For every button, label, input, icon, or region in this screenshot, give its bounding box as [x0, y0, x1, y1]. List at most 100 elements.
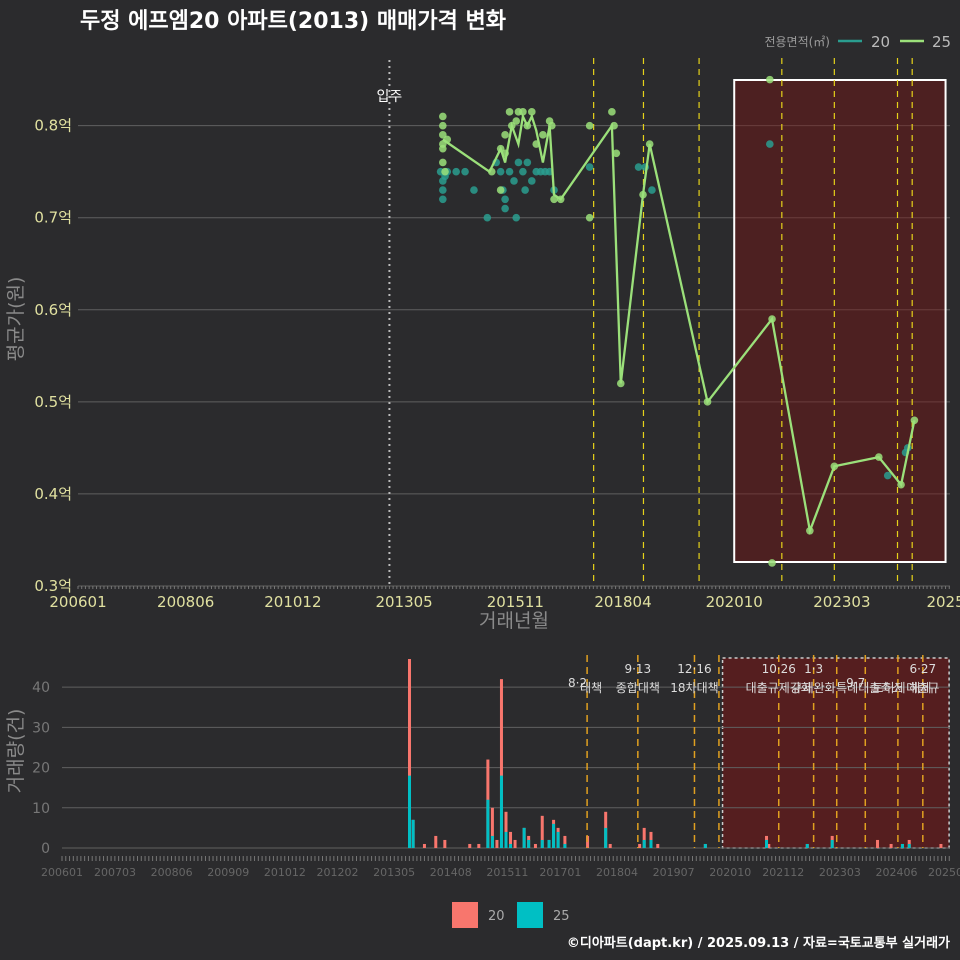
- x-axis-label: 거래년월: [479, 610, 549, 632]
- volume-bar-20: [407, 659, 411, 848]
- data-point-20: [452, 167, 460, 176]
- data-point-20: [439, 195, 447, 204]
- volume-x-tick-label: 20250: [928, 866, 960, 879]
- y-tick-label: 0.7억: [34, 209, 72, 227]
- volume-bar-25: [509, 843, 513, 848]
- volume-bar-25: [642, 839, 646, 848]
- volume-bar-25: [563, 843, 567, 848]
- data-point-20: [634, 163, 643, 171]
- volume-bar-20: [490, 807, 494, 848]
- y-tick-label: 0.6억: [34, 301, 72, 319]
- volume-bar-20: [513, 839, 517, 848]
- top-legend: 전용면적(㎡) 20 25: [764, 33, 951, 51]
- volume-bar-25: [407, 775, 411, 848]
- x-tick-label: 200806: [157, 593, 214, 611]
- footer-credit: ©디아파트(dapt.kr) / 2025.09.13 / 자료=국토교통부 실…: [567, 935, 950, 951]
- data-point-25: [505, 108, 514, 116]
- data-point-20: [510, 177, 518, 185]
- volume-bar-20: [495, 839, 499, 848]
- volume-x-tick-label: 201511: [486, 866, 528, 879]
- volume-bar-25: [907, 843, 911, 848]
- data-point-20: [521, 186, 529, 194]
- volume-bar-25: [486, 799, 490, 848]
- volume-y-tick-label: 30: [32, 720, 50, 736]
- data-point-20: [514, 158, 523, 167]
- volume-bar-25: [522, 827, 526, 848]
- volume-x-tick-label: 201804: [596, 866, 638, 879]
- volume-bar-20: [540, 815, 544, 848]
- move-in-label: 입주: [377, 89, 403, 105]
- volume-bar-20: [656, 843, 660, 848]
- volume-bar-25: [830, 839, 834, 848]
- volume-bar-25: [499, 775, 503, 848]
- x-tick-label: 201012: [264, 593, 321, 611]
- data-point-20: [470, 186, 478, 194]
- x-tick-label: 2025: [926, 593, 960, 611]
- volume-bar-20: [767, 843, 771, 848]
- data-point-25: [585, 213, 594, 222]
- data-point-20: [512, 213, 521, 222]
- data-point-25: [910, 416, 919, 425]
- data-point-25: [512, 117, 521, 125]
- volume-bar-25: [540, 839, 544, 848]
- volume-x-tick-label: 201012: [264, 866, 306, 879]
- legend-swatch-20: [452, 902, 478, 928]
- bottom-legend-label-25: 25: [553, 909, 570, 924]
- x-tick-label: 200601: [49, 593, 106, 611]
- x-tick-label: 201305: [375, 593, 432, 611]
- data-point-25: [608, 108, 616, 116]
- bottom-legend: 20 25: [452, 902, 570, 928]
- x-tick-label: 201804: [594, 593, 651, 611]
- policy-date-label: 9·13: [624, 662, 651, 676]
- volume-x-tick-label: 201701: [539, 866, 581, 879]
- highlight-box: [733, 79, 947, 563]
- data-point-20: [519, 167, 527, 176]
- policy-name-label: 규제완화: [792, 681, 836, 695]
- volume-bar-20: [889, 843, 893, 848]
- data-point-25: [439, 121, 447, 130]
- volume-highlight-box: [721, 657, 950, 849]
- policy-name-label: 종합대책: [616, 680, 660, 695]
- data-point-25: [612, 149, 621, 158]
- volume-bar-25: [765, 839, 769, 848]
- volume-bar-20: [499, 679, 503, 848]
- data-point-25: [527, 108, 536, 116]
- data-point-20: [501, 204, 509, 213]
- legend-label-20: 20: [871, 33, 890, 51]
- data-point-25: [539, 131, 547, 139]
- volume-bar-20: [939, 843, 943, 848]
- data-point-20: [501, 195, 509, 204]
- volume-bar-20: [907, 839, 911, 848]
- volume-bar-25: [556, 831, 560, 848]
- x-tick-label: 201511: [487, 593, 544, 611]
- y-tick-label: 0.4억: [34, 485, 72, 503]
- volume-bar-25: [649, 839, 653, 848]
- volume-bar-20: [608, 843, 612, 848]
- price-chart: 0.3억 0.4억 0.5억 0.6억 0.7억 0.8억 200601 200806 2010…: [5, 58, 960, 632]
- data-point-20: [766, 140, 774, 148]
- x-tick-label: 202303: [813, 593, 870, 611]
- volume-bar-20: [509, 831, 513, 848]
- data-point-20: [496, 167, 505, 176]
- legend-label-25: 25: [932, 33, 951, 51]
- volume-x-tick-label: 200909: [207, 866, 249, 879]
- data-point-20: [648, 186, 656, 194]
- data-point-20: [527, 177, 536, 185]
- data-point-20: [585, 163, 594, 171]
- volume-x-tick-label: 201408: [430, 866, 472, 879]
- volume-bar-20: [422, 843, 426, 848]
- volume-y-tick-label: 20: [32, 761, 50, 777]
- volume-bar-25: [547, 839, 551, 848]
- policy-name-label: 대출규제강화: [746, 681, 812, 695]
- volume-bar-20: [533, 843, 537, 848]
- volume-bar-20: [563, 835, 567, 848]
- data-point-25: [439, 112, 447, 121]
- data-point-20: [439, 186, 447, 194]
- top-legend-title: 전용면적(㎡): [764, 35, 830, 49]
- y-tick-label: 0.8억: [34, 117, 72, 135]
- data-point-25: [768, 559, 776, 567]
- policy-name-label: 특례대출축소: [836, 681, 902, 695]
- policy-name-label: 토허제 해제: [872, 681, 931, 695]
